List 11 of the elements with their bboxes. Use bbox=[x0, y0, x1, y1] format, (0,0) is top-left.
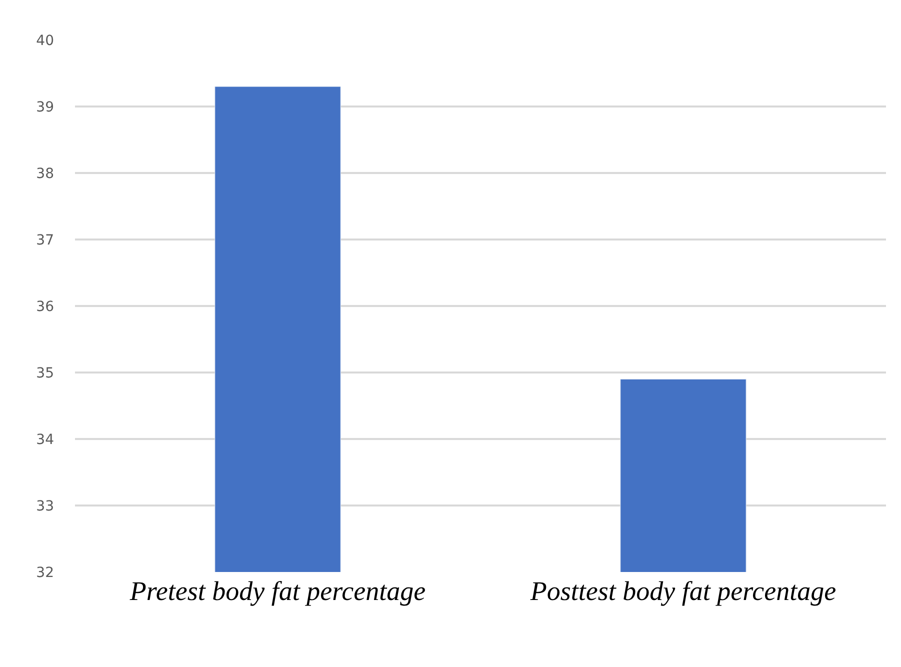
y-tick-label: 36 bbox=[36, 298, 54, 315]
y-tick-label: 40 bbox=[36, 32, 54, 49]
y-tick-label: 35 bbox=[36, 365, 54, 382]
y-tick-label: 37 bbox=[36, 232, 54, 248]
y-tick-label: 33 bbox=[36, 498, 54, 514]
x-tick-label: Posttest body fat percentage bbox=[529, 576, 836, 606]
y-tick-label: 39 bbox=[36, 99, 54, 116]
y-tick-label: 38 bbox=[36, 166, 54, 182]
y-tick-label: 34 bbox=[36, 432, 54, 448]
x-tick-label: Pretest body fat percentage bbox=[128, 576, 426, 606]
y-tick-label: 32 bbox=[36, 564, 54, 581]
